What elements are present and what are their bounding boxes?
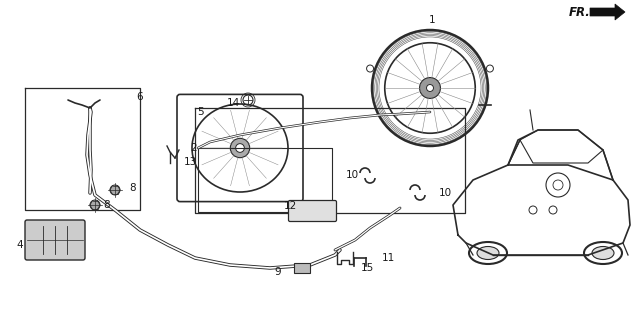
Text: 9: 9 [275, 267, 282, 277]
Text: 5: 5 [198, 107, 204, 117]
Text: 14: 14 [227, 98, 239, 108]
Circle shape [110, 185, 120, 195]
Text: 1: 1 [429, 15, 435, 25]
Text: 12: 12 [284, 201, 296, 211]
Circle shape [90, 200, 100, 210]
Circle shape [420, 78, 440, 99]
Text: 8: 8 [130, 183, 136, 193]
FancyBboxPatch shape [289, 201, 337, 221]
Text: 10: 10 [346, 170, 358, 180]
Text: 11: 11 [381, 253, 395, 263]
FancyBboxPatch shape [25, 220, 85, 260]
Circle shape [61, 224, 69, 232]
Text: 13: 13 [184, 157, 196, 167]
Text: 10: 10 [438, 188, 452, 198]
Text: FR.: FR. [569, 5, 591, 19]
Circle shape [426, 85, 433, 92]
Polygon shape [590, 4, 625, 20]
Ellipse shape [477, 247, 499, 259]
Circle shape [236, 144, 244, 152]
Text: 4: 4 [17, 240, 23, 250]
Circle shape [41, 224, 49, 232]
Ellipse shape [230, 138, 250, 158]
Text: 2: 2 [191, 143, 197, 153]
Bar [294, 263, 310, 273]
Text: 15: 15 [360, 263, 374, 273]
Text: 8: 8 [104, 200, 110, 210]
Ellipse shape [592, 247, 614, 259]
Text: 6: 6 [137, 92, 143, 102]
